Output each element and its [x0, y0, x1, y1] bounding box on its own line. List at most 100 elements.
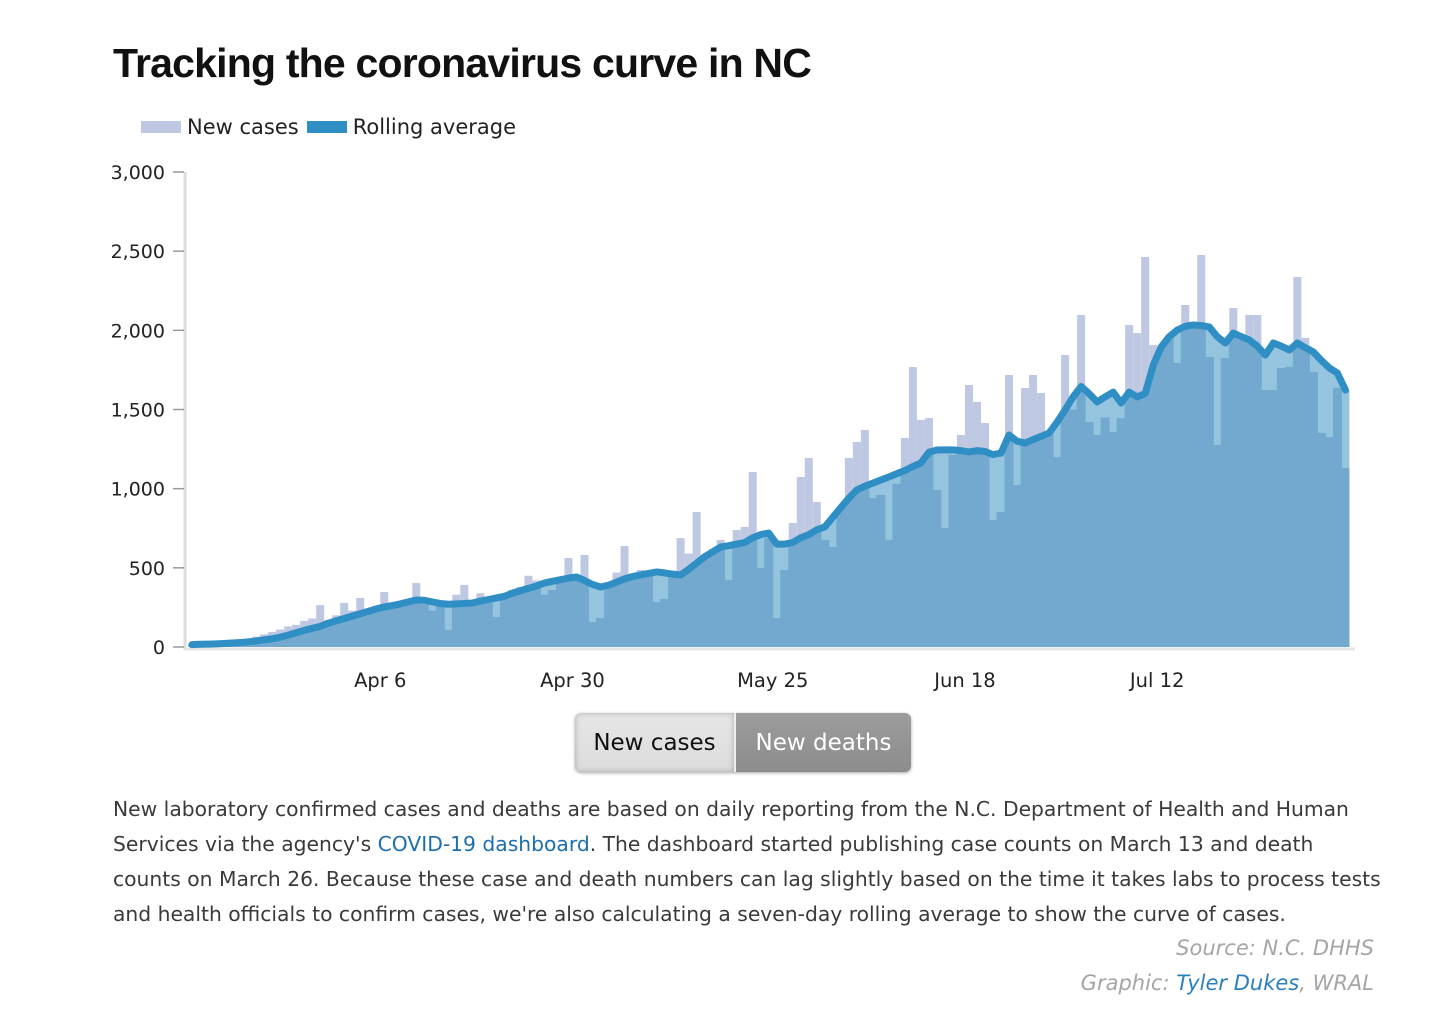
- new-cases-bar-overlap: [1204, 356, 1214, 647]
- new-cases-bar-overlap: [588, 621, 597, 647]
- new-cases-bar-overlap: [563, 558, 573, 647]
- new-cases-bar-overlap: [596, 618, 606, 647]
- y-tick-label: 1,000: [111, 479, 165, 501]
- new-cases-bar-overlap: [636, 570, 646, 647]
- metric-toggle: New cases New deaths: [575, 713, 911, 772]
- rolling-average-line: [188, 321, 1349, 649]
- new-cases-bar-overlap: [956, 434, 966, 647]
- new-cases-bar-overlap: [1124, 324, 1134, 647]
- x-tick-label: Apr 6: [354, 669, 406, 692]
- y-tick-label: 3,000: [111, 162, 165, 184]
- legend-label: New cases: [187, 115, 299, 139]
- new-cases-bar-overlap: [1324, 437, 1334, 647]
- new-cases-bar-overlap: [555, 582, 565, 647]
- new-cases-bar-overlap: [1036, 393, 1046, 647]
- graphic-credit: Graphic: Tyler Dukes, WRAL: [1081, 971, 1374, 995]
- new-cases-bar-overlap: [1044, 432, 1054, 647]
- new-cases-bar-overlap: [732, 529, 742, 647]
- new-cases-bar-overlap: [1004, 374, 1014, 647]
- new-cases-bar-overlap: [780, 570, 790, 647]
- new-cases-bar-overlap: [724, 580, 734, 647]
- new-cases-bar-overlap: [812, 501, 822, 647]
- new-cases-bar-overlap: [924, 418, 934, 647]
- new-cases-bar-overlap: [1284, 367, 1294, 647]
- new-cases-bar-overlap: [996, 511, 1006, 647]
- legend-label: Rolling average: [352, 115, 516, 139]
- new-cases-bar-overlap: [692, 511, 702, 647]
- new-cases-bar-overlap: [419, 604, 429, 647]
- new-cases-bar-overlap: [852, 441, 862, 647]
- new-cases-bar-overlap: [459, 584, 469, 647]
- new-cases-bar-overlap: [355, 597, 365, 647]
- new-cases-bar-overlap: [1148, 345, 1158, 647]
- new-cases-bar-overlap: [571, 578, 581, 647]
- new-cases-bar-overlap: [1196, 324, 1206, 647]
- new-cases-bar-overlap: [652, 602, 662, 647]
- covid-dashboard-link[interactable]: COVID-19 dashboard: [377, 832, 590, 856]
- new-cases-bar-overlap: [668, 571, 678, 647]
- new-cases-bar-overlap: [804, 457, 814, 647]
- new-cases-bar-overlap: [499, 597, 509, 647]
- author-link[interactable]: Tyler Dukes: [1176, 971, 1300, 995]
- new-cases-bar-overlap: [796, 476, 806, 647]
- source-credit: Source: N.C. DHHS: [1176, 936, 1374, 960]
- new-deaths-button[interactable]: New deaths: [734, 713, 911, 772]
- new-cases-bar-overlap: [435, 605, 445, 647]
- new-cases-bar-overlap: [1060, 355, 1070, 647]
- new-cases-bar-overlap: [972, 401, 982, 647]
- y-tick-label: 2,500: [111, 241, 165, 263]
- y-tick-label: 500: [129, 558, 165, 580]
- new-cases-bar-overlap: [700, 558, 710, 647]
- legend-item-new-cases[interactable]: New cases: [141, 115, 299, 139]
- new-cases-bar-overlap: [467, 602, 477, 647]
- new-cases-bar-overlap: [323, 620, 333, 647]
- x-tick-label: Jun 18: [932, 669, 995, 692]
- legend-swatch-new-cases: [141, 121, 181, 133]
- new-cases-bar-overlap: [1316, 432, 1326, 647]
- new-cases-bar-overlap: [531, 580, 541, 647]
- new-cases-bar-overlap: [443, 630, 453, 647]
- new-cases-bar-overlap: [604, 582, 614, 647]
- new-cases-bar-overlap: [307, 618, 317, 647]
- new-cases-bar-overlap: [988, 520, 998, 647]
- new-cases-bar-overlap: [347, 610, 357, 647]
- new-cases-bar-overlap: [411, 583, 421, 647]
- new-cases-bar-overlap: [836, 507, 846, 647]
- new-cases-bar-overlap: [427, 610, 437, 647]
- new-cases-bar-overlap: [1052, 457, 1062, 647]
- new-cases-bar-overlap: [1092, 434, 1102, 647]
- y-tick-label: 0: [153, 637, 165, 659]
- new-cases-bar-overlap: [884, 539, 894, 647]
- new-cases-bar-overlap: [579, 555, 589, 647]
- legend-item-rolling-average[interactable]: Rolling average: [306, 115, 516, 139]
- new-cases-bar-overlap: [491, 616, 501, 647]
- new-cases-bar-overlap: [1084, 422, 1094, 647]
- new-cases-bar-overlap: [475, 593, 485, 647]
- x-tick-label: Apr 30: [540, 669, 605, 692]
- description-text: New laboratory confirmed cases and death…: [113, 797, 1349, 856]
- new-cases-bar-overlap: [916, 419, 926, 647]
- new-cases-bar-overlap: [612, 572, 622, 647]
- new-cases-bar-overlap: [387, 607, 397, 647]
- new-cases-button[interactable]: New cases: [575, 713, 734, 772]
- new-cases-bar-overlap: [1108, 431, 1118, 647]
- new-cases-bar-overlap: [1220, 358, 1230, 647]
- new-cases-bar-overlap: [708, 548, 718, 647]
- new-cases-bar-overlap: [1156, 346, 1166, 647]
- new-cases-bar-overlap: [1100, 417, 1110, 647]
- chart-plot: 0 500 1,000 1,500 2,000 2,500 3,000 Apr 6 Apr 30…: [111, 162, 1355, 692]
- new-cases-bar-overlap: [523, 575, 533, 647]
- new-cases-bar-overlap: [788, 523, 798, 647]
- new-cases-bar-overlap: [660, 599, 670, 647]
- new-cases-bar-overlap: [676, 538, 686, 647]
- new-cases-bar-overlap: [964, 384, 974, 647]
- new-cases-bars-in-area: [188, 324, 1350, 647]
- new-cases-bar-overlap: [1020, 387, 1030, 647]
- new-cases-bar-overlap: [1028, 374, 1038, 647]
- new-cases-bar-overlap: [684, 553, 694, 647]
- new-cases-bar-overlap: [1292, 324, 1302, 647]
- new-cases-bar-overlap: [772, 618, 782, 647]
- new-cases-bar-overlap: [1228, 324, 1238, 647]
- new-cases-bar-overlap: [860, 429, 870, 647]
- new-cases-bar-overlap: [764, 537, 774, 647]
